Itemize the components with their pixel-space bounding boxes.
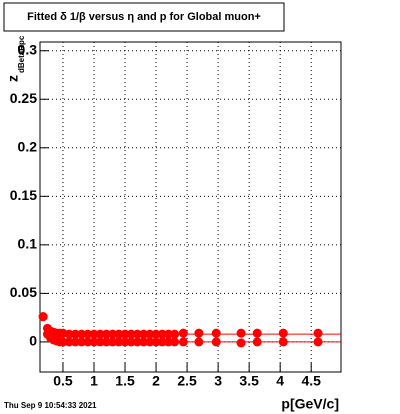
marker (145, 329, 155, 339)
marker (278, 337, 288, 347)
y-tick-label: 0.1 (18, 236, 38, 252)
x-tick-label: 2.5 (177, 373, 197, 389)
marker (194, 337, 204, 347)
plot-frame (39, 41, 342, 373)
y-tick-label: 0.15 (10, 187, 37, 203)
y-tick-label: 0.2 (18, 138, 38, 154)
marker (145, 337, 155, 347)
footer: Thu Sep 9 10:54:33 2021 (4, 401, 97, 410)
marker (163, 337, 173, 347)
x-tick-label: 2 (152, 373, 160, 389)
y-label-group: z dBetaRpc (5, 35, 26, 82)
marker (313, 337, 323, 347)
marker (95, 329, 105, 339)
marker (178, 328, 188, 338)
marker (170, 329, 180, 339)
marker (38, 312, 48, 322)
marker (64, 337, 74, 347)
x-label: p[GeV/c] (281, 396, 339, 412)
x-tick-label: 3.5 (239, 373, 259, 389)
y-tick-label: 0.3 (18, 41, 38, 57)
marker (151, 329, 161, 339)
marker (163, 329, 173, 339)
marker (132, 329, 142, 339)
y-tick-label: 0.25 (10, 90, 37, 106)
marker (313, 328, 323, 338)
x-tick-label: 3 (214, 373, 222, 389)
x-tick-label: 0.5 (53, 373, 73, 389)
marker (95, 337, 105, 347)
marker (89, 329, 99, 339)
marker (178, 337, 188, 347)
x-tick-label: 1.5 (115, 373, 135, 389)
y-label: z (5, 75, 21, 82)
marker (252, 328, 262, 338)
marker (157, 337, 167, 347)
marker (139, 329, 149, 339)
marker (101, 337, 111, 347)
y-label-sub: dBetaRpc (17, 35, 26, 73)
x-tick-label: 4 (276, 373, 284, 389)
marker (236, 338, 246, 348)
marker (77, 329, 87, 339)
marker (157, 329, 167, 339)
marker (58, 337, 68, 347)
marker (132, 337, 142, 347)
marker (70, 337, 80, 347)
marker (64, 329, 74, 339)
title-box (3, 2, 285, 32)
marker (120, 337, 130, 347)
marker (108, 337, 118, 347)
marker (252, 337, 262, 347)
marker (83, 337, 93, 347)
marker (114, 337, 124, 347)
chart-title: Fitted δ 1/β versus η and p for Global m… (27, 11, 261, 23)
marker (211, 337, 221, 347)
marker (120, 329, 130, 339)
marker (236, 328, 246, 338)
marker (114, 329, 124, 339)
x-tick-label: 1 (90, 373, 98, 389)
marker (89, 337, 99, 347)
marker (101, 329, 111, 339)
marker (170, 337, 180, 347)
marker (77, 337, 87, 347)
marker (126, 329, 136, 339)
y-tick-label: 0 (29, 333, 37, 349)
marker (278, 328, 288, 338)
marker (211, 328, 221, 338)
y-tick-label: 0.05 (10, 284, 37, 300)
marker (139, 337, 149, 347)
marker (194, 328, 204, 338)
marker (126, 337, 136, 347)
marker (83, 329, 93, 339)
marker (108, 329, 118, 339)
marker (151, 337, 161, 347)
x-tick-label: 4.5 (301, 373, 321, 389)
marker (70, 329, 80, 339)
